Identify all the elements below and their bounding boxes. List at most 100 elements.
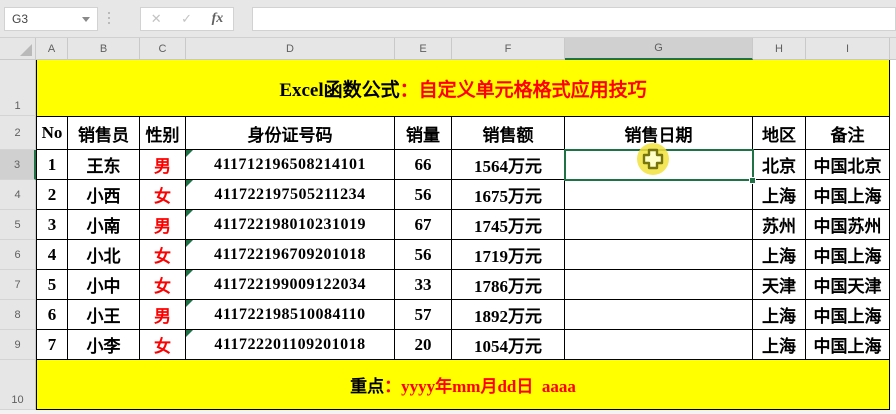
cell-note[interactable]: 中国苏州 xyxy=(806,210,890,240)
cell-note[interactable]: 中国上海 xyxy=(806,330,890,360)
cell-amount[interactable]: 1054万元 xyxy=(452,330,565,360)
cell-date[interactable] xyxy=(565,210,753,240)
title-banner[interactable]: Excel函数公式 ：自定义单元格格式应用技巧 xyxy=(36,60,890,116)
cell-note[interactable]: 中国上海 xyxy=(806,180,890,210)
cell-qty[interactable]: 67 xyxy=(395,210,452,240)
cell-seller[interactable]: 小中 xyxy=(68,270,140,300)
cell-no[interactable]: 5 xyxy=(36,270,68,300)
cell-amount[interactable]: 1675万元 xyxy=(452,180,565,210)
name-box[interactable]: G3 xyxy=(4,7,98,31)
column-header-c[interactable]: C xyxy=(140,38,186,60)
header-cell-qty[interactable]: 销量 xyxy=(395,116,452,150)
cell-gender[interactable]: 男 xyxy=(140,210,186,240)
cell-gender[interactable]: 女 xyxy=(140,240,186,270)
insert-function-icon[interactable]: fx xyxy=(211,11,224,26)
row-header-2[interactable]: 2 xyxy=(0,116,36,150)
row-header-1[interactable]: 1 xyxy=(0,60,36,116)
cell-id[interactable]: 411722197505211234 xyxy=(186,180,395,210)
header-cell-region[interactable]: 地区 xyxy=(753,116,806,150)
header-cell-note[interactable]: 备注 xyxy=(806,116,890,150)
cell-amount[interactable]: 1892万元 xyxy=(452,300,565,330)
header-cell-seller[interactable]: 销售员 xyxy=(68,116,140,150)
cell-no[interactable]: 1 xyxy=(36,150,68,180)
cell-id[interactable]: 411722199009122034 xyxy=(186,270,395,300)
cell-gender[interactable]: 男 xyxy=(140,300,186,330)
cell-qty[interactable]: 57 xyxy=(395,300,452,330)
cell-gender[interactable]: 女 xyxy=(140,330,186,360)
column-header-a[interactable]: A xyxy=(36,38,68,60)
select-all-button[interactable] xyxy=(0,38,36,60)
cell-seller[interactable]: 王东 xyxy=(68,150,140,180)
row-header-3-selected[interactable]: 3 xyxy=(0,150,36,180)
cell-no[interactable]: 6 xyxy=(36,300,68,330)
cell-qty[interactable]: 56 xyxy=(395,180,452,210)
cell-date[interactable] xyxy=(565,330,753,360)
cell-date[interactable] xyxy=(565,300,753,330)
column-header-g-selected[interactable]: G xyxy=(565,38,753,60)
cell-note[interactable]: 中国上海 xyxy=(806,300,890,330)
header-cell-no[interactable]: No xyxy=(36,116,68,150)
header-cell-gender[interactable]: 性别 xyxy=(140,116,186,150)
row-header-6[interactable]: 6 xyxy=(0,240,36,270)
cell-gender[interactable]: 男 xyxy=(140,150,186,180)
cell-amount[interactable]: 1745万元 xyxy=(452,210,565,240)
cell-region[interactable]: 上海 xyxy=(753,240,806,270)
cell-date[interactable] xyxy=(565,270,753,300)
fill-handle[interactable] xyxy=(749,177,756,184)
cell-region[interactable]: 上海 xyxy=(753,330,806,360)
cell-id[interactable]: 411722201109201018 xyxy=(186,330,395,360)
row-header-7[interactable]: 7 xyxy=(0,270,36,300)
cell-qty[interactable]: 66 xyxy=(395,150,452,180)
cell-region[interactable]: 天津 xyxy=(753,270,806,300)
cell-id[interactable]: 411722198010231019 xyxy=(186,210,395,240)
cell-seller[interactable]: 小王 xyxy=(68,300,140,330)
cell-seller[interactable]: 小南 xyxy=(68,210,140,240)
enter-icon[interactable]: ✓ xyxy=(181,11,193,26)
column-header-b[interactable]: B xyxy=(68,38,140,60)
column-header-h[interactable]: H xyxy=(753,38,806,60)
cell-id[interactable]: 411712196508214101 xyxy=(186,150,395,180)
header-cell-amount[interactable]: 销售额 xyxy=(452,116,565,150)
column-header-d[interactable]: D xyxy=(186,38,395,60)
cell-amount[interactable]: 1719万元 xyxy=(452,240,565,270)
cancel-icon[interactable]: ✕ xyxy=(150,11,162,26)
cell-seller[interactable]: 小西 xyxy=(68,180,140,210)
cell-gender[interactable]: 女 xyxy=(140,180,186,210)
cell-no[interactable]: 3 xyxy=(36,210,68,240)
row-header-4[interactable]: 4 xyxy=(0,180,36,210)
cell-no[interactable]: 2 xyxy=(36,180,68,210)
cell-seller[interactable]: 小李 xyxy=(68,330,140,360)
cell-date[interactable] xyxy=(565,240,753,270)
cell-qty[interactable]: 20 xyxy=(395,330,452,360)
row-header-10[interactable]: 10 xyxy=(0,360,36,410)
cell-date-active[interactable] xyxy=(565,150,753,180)
cell-region[interactable]: 苏州 xyxy=(753,210,806,240)
cell-gender[interactable]: 女 xyxy=(140,270,186,300)
footer-banner[interactable]: 重点 ：yyyy年mm月dd日 aaaa xyxy=(36,360,890,410)
cell-qty[interactable]: 56 xyxy=(395,240,452,270)
cell-region[interactable]: 北京 xyxy=(753,150,806,180)
header-cell-id[interactable]: 身份证号码 xyxy=(186,116,395,150)
cell-id[interactable]: 411722198510084110 xyxy=(186,300,395,330)
cell-qty[interactable]: 33 xyxy=(395,270,452,300)
cell-no[interactable]: 7 xyxy=(36,330,68,360)
column-header-f[interactable]: F xyxy=(452,38,565,60)
column-header-e[interactable]: E xyxy=(395,38,452,60)
column-header-i[interactable]: I xyxy=(806,38,890,60)
cell-region[interactable]: 上海 xyxy=(753,300,806,330)
cell-date[interactable] xyxy=(565,180,753,210)
cell-note[interactable]: 中国北京 xyxy=(806,150,890,180)
cell-region[interactable]: 上海 xyxy=(753,180,806,210)
cell-id[interactable]: 411722196709201018 xyxy=(186,240,395,270)
row-header-5[interactable]: 5 xyxy=(0,210,36,240)
cell-note[interactable]: 中国天津 xyxy=(806,270,890,300)
cell-seller[interactable]: 小北 xyxy=(68,240,140,270)
cell-no[interactable]: 4 xyxy=(36,240,68,270)
row-header-9[interactable]: 9 xyxy=(0,330,36,360)
cell-amount[interactable]: 1786万元 xyxy=(452,270,565,300)
cell-note[interactable]: 中国上海 xyxy=(806,240,890,270)
row-header-8[interactable]: 8 xyxy=(0,300,36,330)
name-box-dropdown-icon[interactable] xyxy=(82,16,90,22)
formula-bar-input[interactable] xyxy=(252,7,896,31)
cell-amount[interactable]: 1564万元 xyxy=(452,150,565,180)
